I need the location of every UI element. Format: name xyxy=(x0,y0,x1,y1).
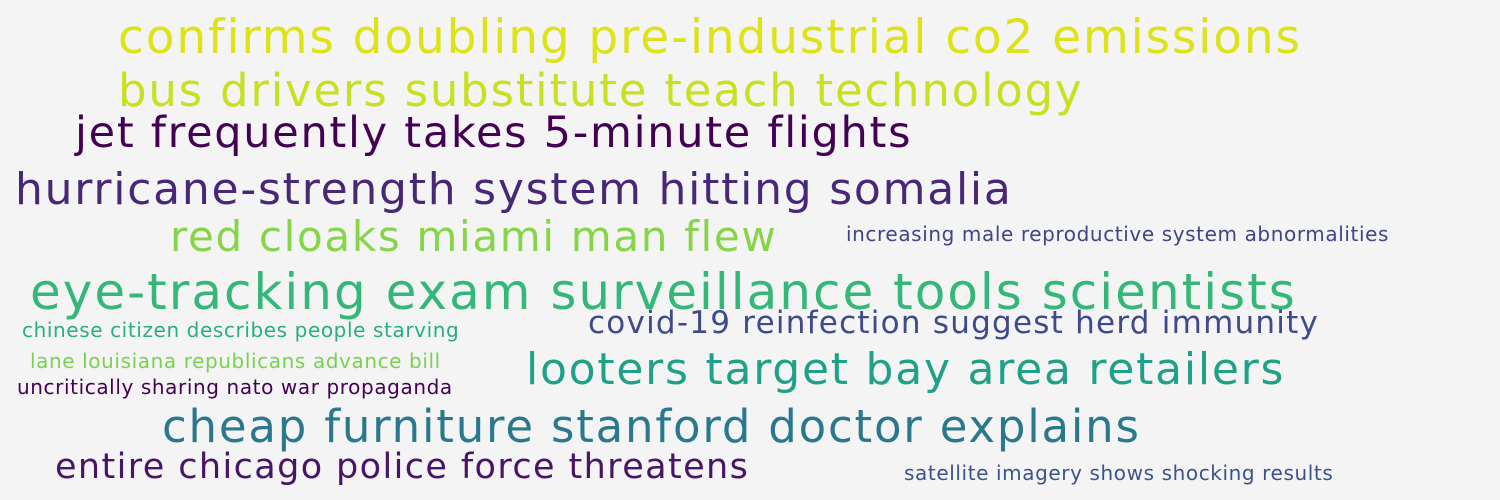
word-cloud-phrase: satellite imagery shows shocking results xyxy=(904,461,1334,485)
word-cloud-phrase: confirms doubling pre-industrial co2 emi… xyxy=(118,10,1302,65)
word-cloud-phrase: bus drivers substitute teach technology xyxy=(118,64,1084,117)
word-cloud-phrase: increasing male reproductive system abno… xyxy=(846,222,1390,246)
word-cloud-phrase: chinese citizen describes people starvin… xyxy=(22,318,460,342)
word-cloud-phrase: jet frequently takes 5-minute flights xyxy=(75,108,913,158)
word-cloud-phrase: hurricane-strength system hitting somali… xyxy=(15,164,1013,215)
word-cloud-phrase: looters target bay area retailers xyxy=(526,344,1286,395)
word-cloud-phrase: entire chicago police force threatens xyxy=(55,447,750,487)
word-cloud-phrase: covid-19 reinfection suggest herd immuni… xyxy=(588,305,1320,341)
word-cloud-phrase: lane louisiana republicans advance bill xyxy=(30,349,441,373)
word-cloud-phrase: cheap furniture stanford doctor explains xyxy=(162,400,1141,453)
word-cloud-phrase: red cloaks miami man flew xyxy=(170,212,778,261)
word-cloud-phrase: eye-tracking exam surveillance tools sci… xyxy=(30,263,1297,321)
word-cloud-phrase: uncritically sharing nato war propaganda xyxy=(17,375,453,399)
